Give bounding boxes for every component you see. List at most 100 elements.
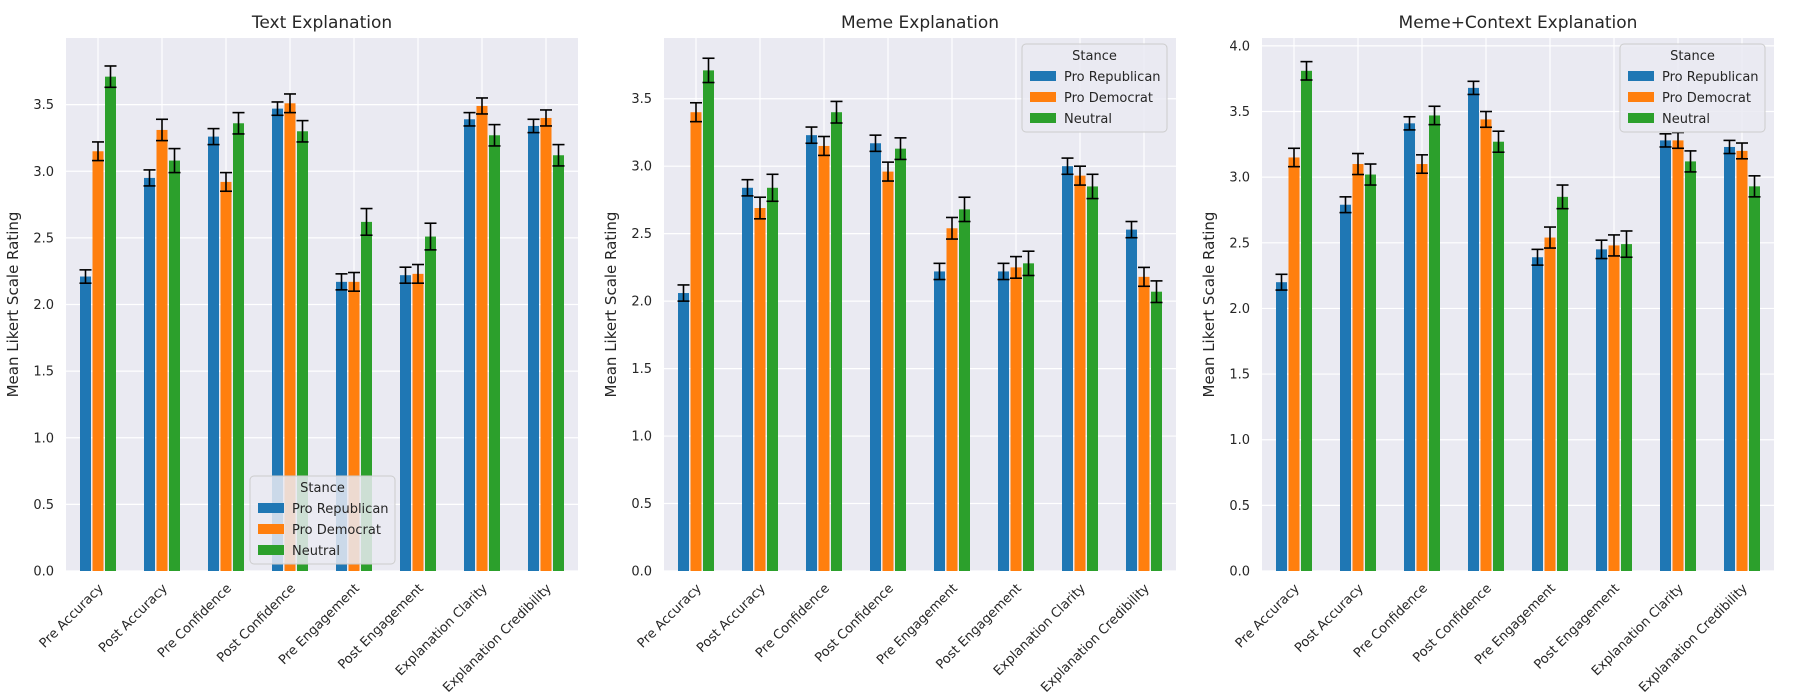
bar-neutral-post-accuracy: [767, 187, 778, 572]
bar-pro-democrat-explanation-credibility: [1138, 276, 1150, 571]
series-neutral: [702, 57, 1163, 572]
bar-pro-republican-pre-engagement: [934, 271, 945, 571]
y-tick-label: 1.5: [1229, 368, 1250, 383]
legend-title: Stance: [1670, 49, 1715, 64]
bar-pro-democrat-explanation-credibility: [1736, 150, 1748, 571]
bar-neutral-post-engagement: [1023, 263, 1034, 571]
y-tick-label: 4.0: [1229, 39, 1250, 54]
legend-swatch-pro-democrat: [258, 524, 284, 534]
bar-pro-democrat-pre-accuracy: [92, 151, 104, 571]
y-axis-label: Mean Likert Scale Rating: [602, 212, 620, 398]
series-pro-democrat: [1288, 110, 1748, 572]
bar-pro-democrat-pre-engagement: [946, 228, 958, 572]
bar-neutral-pre-accuracy: [703, 70, 714, 571]
bar-neutral-pre-engagement: [1557, 196, 1568, 572]
legend-swatch-neutral: [1628, 113, 1654, 123]
legend-title: Stance: [1072, 49, 1117, 64]
y-tick-label: 3.0: [1229, 171, 1250, 186]
bar-pro-republican-post-accuracy: [1340, 204, 1351, 571]
bar-neutral-pre-confidence: [1429, 115, 1440, 572]
bar-pro-democrat-post-engagement: [412, 273, 424, 571]
bar-neutral-explanation-credibility: [1151, 291, 1162, 571]
y-tick-label: 2.5: [33, 231, 54, 246]
x-tick-label: Explanation Credibility: [1636, 581, 1751, 696]
bar-pro-republican-post-confidence: [272, 108, 283, 571]
y-tick-label: 2.5: [631, 227, 652, 242]
bar-pro-democrat-post-accuracy: [1352, 164, 1364, 572]
y-tick-label: 2.5: [1229, 236, 1250, 251]
y-tick-label: 3.0: [33, 165, 54, 180]
x-tick-label: Explanation Credibility: [1038, 581, 1153, 696]
y-tick-label: 3.0: [631, 160, 652, 175]
y-tick-label: 1.5: [33, 365, 54, 380]
bar-pro-republican-post-accuracy: [144, 177, 155, 571]
bar-neutral-explanation-clarity: [489, 135, 500, 571]
bar-neutral-pre-confidence: [831, 112, 842, 572]
legend-swatch-pro-democrat: [1030, 92, 1056, 102]
bar-pro-democrat-pre-confidence: [220, 181, 232, 571]
legend-swatch-pro-democrat: [1628, 92, 1654, 102]
y-tick-label: 1.5: [631, 362, 652, 377]
bar-neutral-pre-accuracy: [105, 76, 116, 571]
legend-box: [1021, 43, 1168, 133]
bar-neutral-post-confidence: [895, 148, 906, 571]
panel-meme-context-explanation: 0.0 0.5 1.0 1.5 2.0 2.5 3.0 3.5 4.0 Pre Accuracy P…: [1200, 13, 1774, 696]
bar-neutral-pre-accuracy: [1301, 70, 1312, 572]
bar-neutral-explanation-credibility: [1749, 186, 1760, 571]
y-axis-label: Mean Likert Scale Rating: [4, 212, 22, 398]
bar-pro-republican-pre-engagement: [1532, 257, 1543, 571]
y-tick-label: 0.5: [33, 498, 54, 513]
series-neutral: [1300, 60, 1761, 572]
chart-title: Text Explanation: [251, 13, 392, 33]
legend: Stance Pro Republican Pro Democrat Neutral: [1021, 43, 1168, 133]
y-tick-label: 1.0: [33, 431, 54, 446]
legend-label-pro-republican: Pro Republican: [292, 502, 389, 517]
legend-label-neutral: Neutral: [1662, 112, 1710, 127]
bar-pro-republican-post-engagement: [400, 275, 411, 571]
bar-pro-democrat-post-engagement: [1608, 245, 1620, 571]
bar-pro-republican-explanation-clarity: [1660, 140, 1671, 571]
bar-neutral-pre-engagement: [361, 221, 372, 571]
legend-swatch-pro-republican: [1628, 71, 1654, 81]
chart-title: Meme+Context Explanation: [1399, 13, 1638, 33]
y-tick-label: 0.0: [33, 565, 54, 580]
bar-pro-republican-explanation-clarity: [1062, 166, 1073, 571]
bar-neutral-pre-confidence: [233, 123, 244, 571]
bar-pro-republican-pre-accuracy: [1276, 282, 1287, 571]
bar-neutral-post-accuracy: [1365, 174, 1376, 571]
y-tick-label: 0.5: [631, 497, 652, 512]
y-tick-label: 0.0: [631, 565, 652, 580]
bar-pro-republican-pre-accuracy: [678, 293, 689, 571]
bar-pro-democrat-post-accuracy: [156, 129, 168, 571]
y-tick-label: 2.0: [1229, 302, 1250, 317]
legend-box: [1619, 43, 1766, 133]
legend-label-pro-republican: Pro Republican: [1064, 70, 1161, 85]
x-tick-label: Explanation Credibility: [440, 581, 555, 696]
y-axis-label: Mean Likert Scale Rating: [1200, 212, 1218, 398]
y-tick-label: 1.0: [631, 430, 652, 445]
legend-label-neutral: Neutral: [292, 544, 340, 559]
bar-pro-democrat-pre-confidence: [1416, 164, 1428, 572]
bar-pro-republican-pre-confidence: [208, 136, 219, 572]
bar-pro-republican-post-engagement: [1596, 249, 1607, 572]
legend-swatch-neutral: [258, 545, 284, 555]
bar-pro-democrat-explanation-clarity: [1074, 175, 1086, 571]
bar-pro-republican-explanation-clarity: [464, 119, 475, 571]
legend-label-pro-democrat: Pro Democrat: [1662, 91, 1751, 106]
bar-pro-democrat-pre-accuracy: [1288, 157, 1300, 571]
y-tick-label: 3.5: [33, 98, 54, 113]
legend: Stance Pro Republican Pro Democrat Neutral: [1619, 43, 1766, 133]
y-tick-label: 3.5: [1229, 105, 1250, 120]
bar-pro-democrat-pre-confidence: [818, 145, 830, 571]
bar-pro-republican-post-engagement: [998, 271, 1009, 571]
legend-label-pro-democrat: Pro Democrat: [1064, 91, 1153, 106]
legend-label-neutral: Neutral: [1064, 112, 1112, 127]
bar-pro-republican-post-confidence: [1468, 87, 1479, 572]
bar-neutral-pre-engagement: [959, 209, 970, 571]
y-tick-label: 3.5: [631, 92, 652, 107]
y-tick-label: 1.0: [1229, 433, 1250, 448]
x-tick-label: Pre Accuracy: [37, 581, 107, 651]
